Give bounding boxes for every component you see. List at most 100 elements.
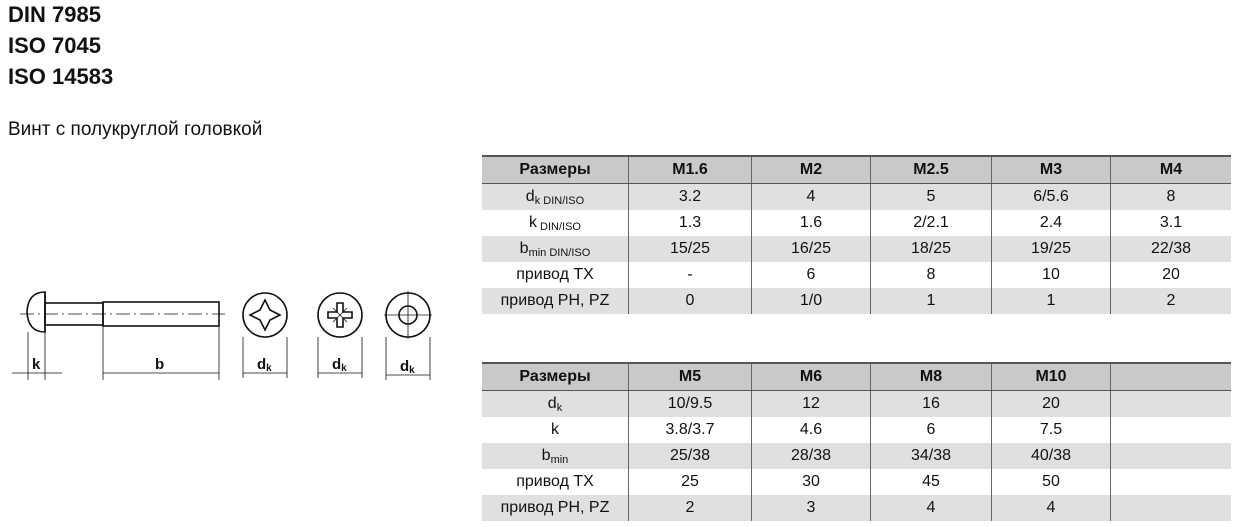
table-cell: 6 bbox=[751, 262, 871, 288]
dim-dk-label-2: dk bbox=[332, 356, 347, 374]
table-row: k 3.8/3.7 4.6 6 7.5 bbox=[482, 417, 1231, 443]
screw-side-view bbox=[12, 291, 225, 380]
table-cell: 10 bbox=[991, 262, 1111, 288]
table-cell: 2/2.1 bbox=[870, 210, 992, 236]
table-cell: 3 bbox=[751, 495, 871, 521]
table-cell: 34/38 bbox=[870, 443, 992, 469]
table-cell: 16 bbox=[870, 390, 992, 417]
table-row: bmin 25/38 28/38 34/38 40/38 bbox=[482, 443, 1231, 469]
table-cell: 18/25 bbox=[870, 236, 992, 262]
table-cell: 1 bbox=[870, 288, 992, 314]
table-cell bbox=[1110, 495, 1231, 521]
standard-iso-7045: ISO 7045 bbox=[8, 33, 101, 58]
dim-dk-label-3: dk bbox=[400, 358, 415, 376]
row-label: привод PH, PZ bbox=[482, 495, 629, 521]
size-table-large: Размеры M5 M6 M8 M10 dk 10/9.5 12 16 20 k 3.8/3.7 4.… bbox=[482, 362, 1231, 521]
table-cell: 5 bbox=[870, 183, 992, 210]
table-row: привод PH, PZ 0 1/0 1 1 2 bbox=[482, 288, 1231, 314]
table-cell: 12 bbox=[751, 390, 871, 417]
row-label-main: привод TX bbox=[516, 266, 594, 283]
row-label-subscript: min bbox=[550, 453, 569, 466]
table-cell: 6/5.6 bbox=[991, 183, 1111, 210]
table-cell: 8 bbox=[1110, 183, 1231, 210]
table-cell: 25 bbox=[628, 469, 752, 495]
table-cell bbox=[1110, 417, 1231, 443]
table-row: dk 10/9.5 12 16 20 bbox=[482, 390, 1231, 417]
header-label: Размеры bbox=[482, 155, 629, 184]
table-cell: 15/25 bbox=[628, 236, 752, 262]
table-cell: - bbox=[628, 262, 752, 288]
row-label: k bbox=[482, 417, 629, 443]
row-label-subscript: k DIN/ISO bbox=[534, 194, 585, 207]
table-cell: 22/38 bbox=[1110, 236, 1231, 262]
row-label-subscript: DIN/ISO bbox=[536, 220, 581, 233]
table-row: привод TX -6 8 10 20 bbox=[482, 262, 1231, 288]
header-size: M4 bbox=[1110, 155, 1231, 184]
header-size: M6 bbox=[751, 362, 871, 391]
header-label: Размеры bbox=[482, 362, 629, 391]
row-label: привод TX bbox=[482, 469, 629, 495]
row-label-main: привод PH, PZ bbox=[500, 292, 610, 309]
row-label: dk DIN/ISO bbox=[482, 183, 629, 210]
table-cell: 4.6 bbox=[751, 417, 871, 443]
table-cell bbox=[1110, 469, 1231, 495]
dim-k-label: k bbox=[32, 356, 41, 373]
table-cell: 1.6 bbox=[751, 210, 871, 236]
header-size: M3 bbox=[991, 155, 1111, 184]
table-cell: 2 bbox=[1110, 288, 1231, 314]
table-cell: 6 bbox=[870, 417, 992, 443]
row-label-subscript: k bbox=[556, 401, 563, 414]
table-cell: 45 bbox=[870, 469, 992, 495]
pozidriv-head-icon bbox=[317, 292, 363, 378]
table-row: dk DIN/ISO 3.2 4 5 6/5.6 8 bbox=[482, 183, 1231, 210]
table-cell: 16/25 bbox=[751, 236, 871, 262]
dim-dk-label-1: dk bbox=[257, 356, 272, 374]
table-cell: 1 bbox=[991, 288, 1111, 314]
table-cell: 40/38 bbox=[991, 443, 1111, 469]
row-label-main: k bbox=[551, 421, 559, 438]
table-header-row: Размеры M1.6 M2 M2.5 M3 M4 bbox=[482, 155, 1231, 184]
table-cell: 0 bbox=[628, 288, 752, 314]
table-cell: 3.1 bbox=[1110, 210, 1231, 236]
table-cell: 28/38 bbox=[751, 443, 871, 469]
table-cell: 4 bbox=[991, 495, 1111, 521]
torx-head-icon bbox=[384, 291, 432, 380]
table-cell: 4 bbox=[751, 183, 871, 210]
table-cell: 30 bbox=[751, 469, 871, 495]
table-header-row: Размеры M5 M6 M8 M10 bbox=[482, 362, 1231, 391]
row-label: bmin DIN/ISO bbox=[482, 236, 629, 262]
header-size: M1.6 bbox=[628, 155, 752, 184]
table-cell: 2 bbox=[628, 495, 752, 521]
row-label-main: привод TX bbox=[516, 473, 594, 490]
row-label-main: привод PH, PZ bbox=[500, 499, 610, 516]
row-label: привод TX bbox=[482, 262, 629, 288]
table-cell bbox=[1110, 390, 1231, 417]
row-label-main: b bbox=[519, 239, 529, 257]
row-label-main: d bbox=[547, 394, 557, 412]
row-label: bmin bbox=[482, 443, 629, 469]
table-row: привод TX 25 30 45 50 bbox=[482, 469, 1231, 495]
table-cell: 25/38 bbox=[628, 443, 752, 469]
table-cell: 1/0 bbox=[751, 288, 871, 314]
table-cell: 7.5 bbox=[991, 417, 1111, 443]
table-row: bmin DIN/ISO 15/25 16/25 18/25 19/25 22/38 bbox=[482, 236, 1231, 262]
standard-iso-14583: ISO 14583 bbox=[8, 64, 114, 89]
table-cell: 20 bbox=[1110, 262, 1231, 288]
table-cell bbox=[1110, 443, 1231, 469]
row-label: k DIN/ISO bbox=[482, 210, 629, 236]
row-label-main: k bbox=[528, 213, 537, 231]
header-size: M8 bbox=[870, 362, 992, 391]
row-label: dk bbox=[482, 390, 629, 417]
phillips-head-icon bbox=[242, 292, 288, 378]
header-size: M5 bbox=[628, 362, 752, 391]
table-cell: 3.8/3.7 bbox=[628, 417, 752, 443]
screw-drawing: k b dk dk dk bbox=[12, 291, 432, 380]
table-cell: 19/25 bbox=[991, 236, 1111, 262]
dim-b-label: b bbox=[155, 356, 164, 373]
standard-din: DIN 7985 bbox=[8, 2, 101, 27]
row-label-subscript: min DIN/ISO bbox=[528, 246, 591, 259]
table-cell: 8 bbox=[870, 262, 992, 288]
product-subtitle: Винт с полукруглой головкой bbox=[8, 119, 263, 140]
row-label: привод PH, PZ bbox=[482, 288, 629, 314]
table-cell: 1.3 bbox=[628, 210, 752, 236]
